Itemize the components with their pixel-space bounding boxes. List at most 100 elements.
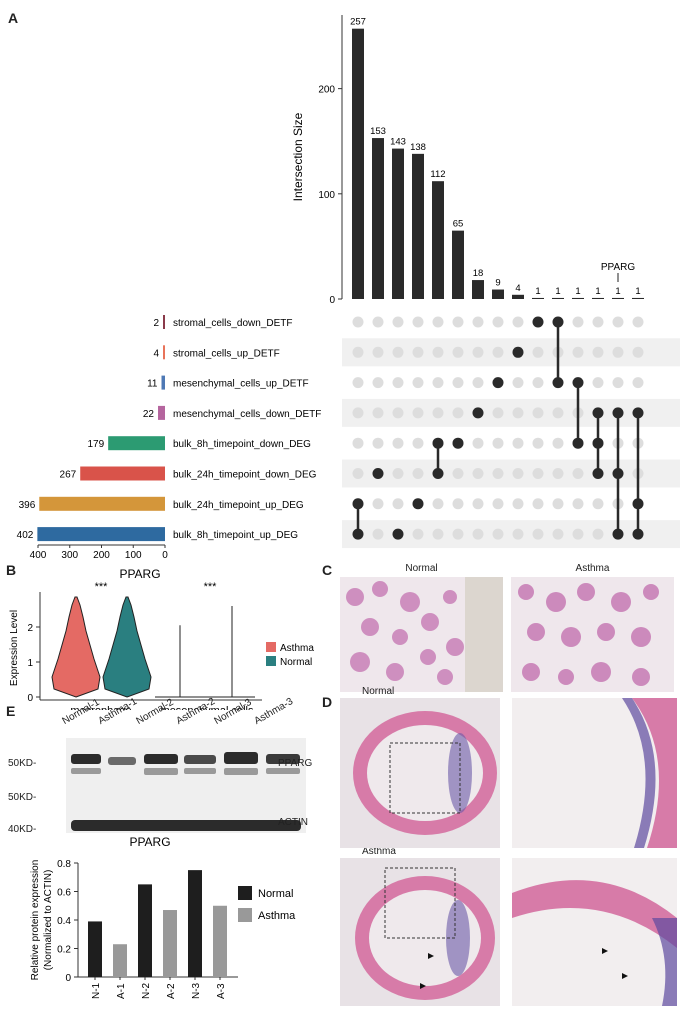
protein-x-tick-label: A-3 bbox=[216, 983, 227, 999]
western-blot-image bbox=[66, 738, 306, 833]
upset-annotation: PPARG bbox=[601, 262, 635, 273]
marker-40kd: 40KD- bbox=[8, 824, 37, 835]
upset-matrix-dot-empty bbox=[492, 437, 504, 449]
upset-matrix-dot-empty bbox=[392, 407, 404, 419]
upset-bar bbox=[372, 138, 384, 299]
upset-set-name: bulk_8h_timepoint_up_DEG bbox=[173, 530, 298, 541]
upset-set-size-label: 402 bbox=[17, 530, 34, 541]
upset-matrix-dot-empty bbox=[572, 498, 584, 510]
upset-matrix-dot-filled bbox=[432, 437, 444, 449]
upset-matrix-dot-empty bbox=[372, 346, 384, 358]
panel-letter-e: E bbox=[6, 703, 16, 719]
upset-matrix-dot-filled bbox=[632, 407, 644, 419]
upset-bar bbox=[592, 297, 604, 299]
upset-matrix-dot-empty bbox=[372, 437, 384, 449]
upset-matrix-dot-filled bbox=[572, 377, 584, 389]
upset-matrix-dot-empty bbox=[492, 407, 504, 419]
upset-matrix-dot-empty bbox=[572, 316, 584, 328]
panel-letter-b: B bbox=[6, 562, 17, 578]
upset-matrix-dot-empty bbox=[392, 346, 404, 358]
upset-matrix-dot-empty bbox=[552, 407, 564, 419]
upset-set-name: stromal_cells_up_DETF bbox=[173, 348, 280, 359]
histology-normal-label: Normal bbox=[405, 563, 438, 574]
upset-matrix-dot-empty bbox=[512, 498, 524, 510]
upset-matrix-dot-empty bbox=[612, 377, 624, 389]
upset-matrix-dot-filled bbox=[372, 468, 384, 479]
upset-bar-label: 1 bbox=[535, 286, 540, 297]
panel-letter-d: D bbox=[322, 694, 333, 710]
upset-set-name: mesenchymal_cells_down_DETF bbox=[173, 409, 321, 420]
upset-bar bbox=[572, 297, 584, 299]
upset-matrix-dot-empty bbox=[412, 528, 424, 540]
protein-legend-swatch bbox=[238, 908, 252, 922]
upset-matrix-dot-empty bbox=[352, 468, 364, 479]
upset-bar bbox=[632, 297, 644, 299]
western-lane-label: Normal-3 bbox=[212, 696, 254, 727]
protein-bar-chart: PPARG 0 0.2 0.4 0.6 0.8 Relative protein expre… bbox=[30, 835, 296, 999]
protein-bar bbox=[163, 910, 177, 977]
upset-matrix-dot-empty bbox=[452, 316, 464, 328]
upset-set-axis-label: 300 bbox=[61, 550, 78, 560]
western-blot-panel: Normal-1 Asthma-1 Normal-2 Asthma-2 Normal-3… bbox=[0, 696, 340, 835]
protein-x-tick-label: A-1 bbox=[116, 983, 127, 999]
upset-matrix-dot-empty bbox=[492, 528, 504, 540]
upset-bar bbox=[432, 181, 444, 299]
upset-matrix-dot-empty bbox=[512, 407, 524, 419]
upset-matrix-dot-empty bbox=[512, 468, 524, 479]
upset-set-size-label: 22 bbox=[143, 409, 155, 420]
upset-matrix-dot-empty bbox=[552, 468, 564, 479]
upset-y-label: Intersection Size bbox=[291, 112, 305, 201]
upset-bar bbox=[512, 294, 524, 299]
upset-matrix-dot-empty bbox=[412, 377, 424, 389]
upset-y-tick-label: 100 bbox=[318, 190, 335, 201]
upset-matrix-dot-filled bbox=[612, 528, 624, 540]
airway-normal-image bbox=[340, 698, 500, 848]
upset-matrix-dot-empty bbox=[532, 468, 544, 479]
upset-set-axis-label: 400 bbox=[30, 550, 47, 560]
protein-legend-swatch bbox=[238, 886, 252, 900]
airway-normal-zoom-image bbox=[512, 698, 677, 848]
band-label-actin: ACTIN bbox=[278, 817, 308, 828]
upset-bar-label: 143 bbox=[390, 137, 406, 148]
upset-matrix-dot-empty bbox=[452, 407, 464, 419]
upset-matrix-dot-empty bbox=[632, 346, 644, 358]
upset-set-bar bbox=[161, 375, 165, 390]
protein-y-label: Relative protein expression bbox=[30, 860, 41, 981]
upset-matrix-dot-empty bbox=[412, 316, 424, 328]
upset-matrix-dot-empty bbox=[532, 407, 544, 419]
violin-y-tick-label: 2 bbox=[27, 623, 33, 634]
upset-set-name: bulk_8h_timepoint_down_DEG bbox=[173, 439, 311, 450]
upset-matrix-dot-empty bbox=[552, 437, 564, 449]
upset-matrix-dot-empty bbox=[512, 528, 524, 540]
upset-matrix-dot-empty bbox=[512, 437, 524, 449]
violin-plot: PPARG 0 1 2 Expression Level *** *** macrophage… bbox=[9, 567, 314, 710]
upset-matrix-dot-empty bbox=[472, 316, 484, 328]
upset-bar-label: 138 bbox=[410, 142, 426, 153]
upset-matrix-dot-filled bbox=[492, 377, 504, 389]
upset-bar-label: 112 bbox=[430, 169, 445, 180]
upset-bar bbox=[612, 297, 624, 299]
upset-set-size-label: 179 bbox=[87, 439, 104, 450]
upset-matrix-dot-empty bbox=[452, 377, 464, 389]
upset-matrix-dot-empty bbox=[392, 498, 404, 510]
upset-set-name: stromal_cells_down_DETF bbox=[173, 318, 293, 329]
protein-y-tick-label: 0.4 bbox=[57, 916, 71, 927]
upset-matrix-dot-empty bbox=[552, 498, 564, 510]
violin-legend-swatch bbox=[266, 656, 276, 666]
upset-matrix-dot-empty bbox=[632, 316, 644, 328]
violin-legend-swatch bbox=[266, 642, 276, 652]
protein-legend-label: Normal bbox=[258, 888, 293, 900]
protein-bar bbox=[88, 921, 102, 977]
protein-legend-label: Asthma bbox=[258, 910, 296, 922]
upset-bar-label: 1 bbox=[595, 286, 600, 297]
upset-set-bar bbox=[108, 436, 165, 451]
upset-bar-label: 153 bbox=[370, 126, 386, 137]
histology-panel-c: Normal Asthma bbox=[340, 563, 680, 698]
upset-matrix-dot-empty bbox=[512, 377, 524, 389]
upset-matrix-dot-empty bbox=[432, 316, 444, 328]
protein-title: PPARG bbox=[129, 835, 170, 849]
marker-50kd-2: 50KD- bbox=[8, 792, 37, 803]
protein-y-tick-label: 0.8 bbox=[57, 859, 71, 870]
upset-matrix-dot-empty bbox=[432, 377, 444, 389]
violin-title: PPARG bbox=[119, 567, 160, 581]
